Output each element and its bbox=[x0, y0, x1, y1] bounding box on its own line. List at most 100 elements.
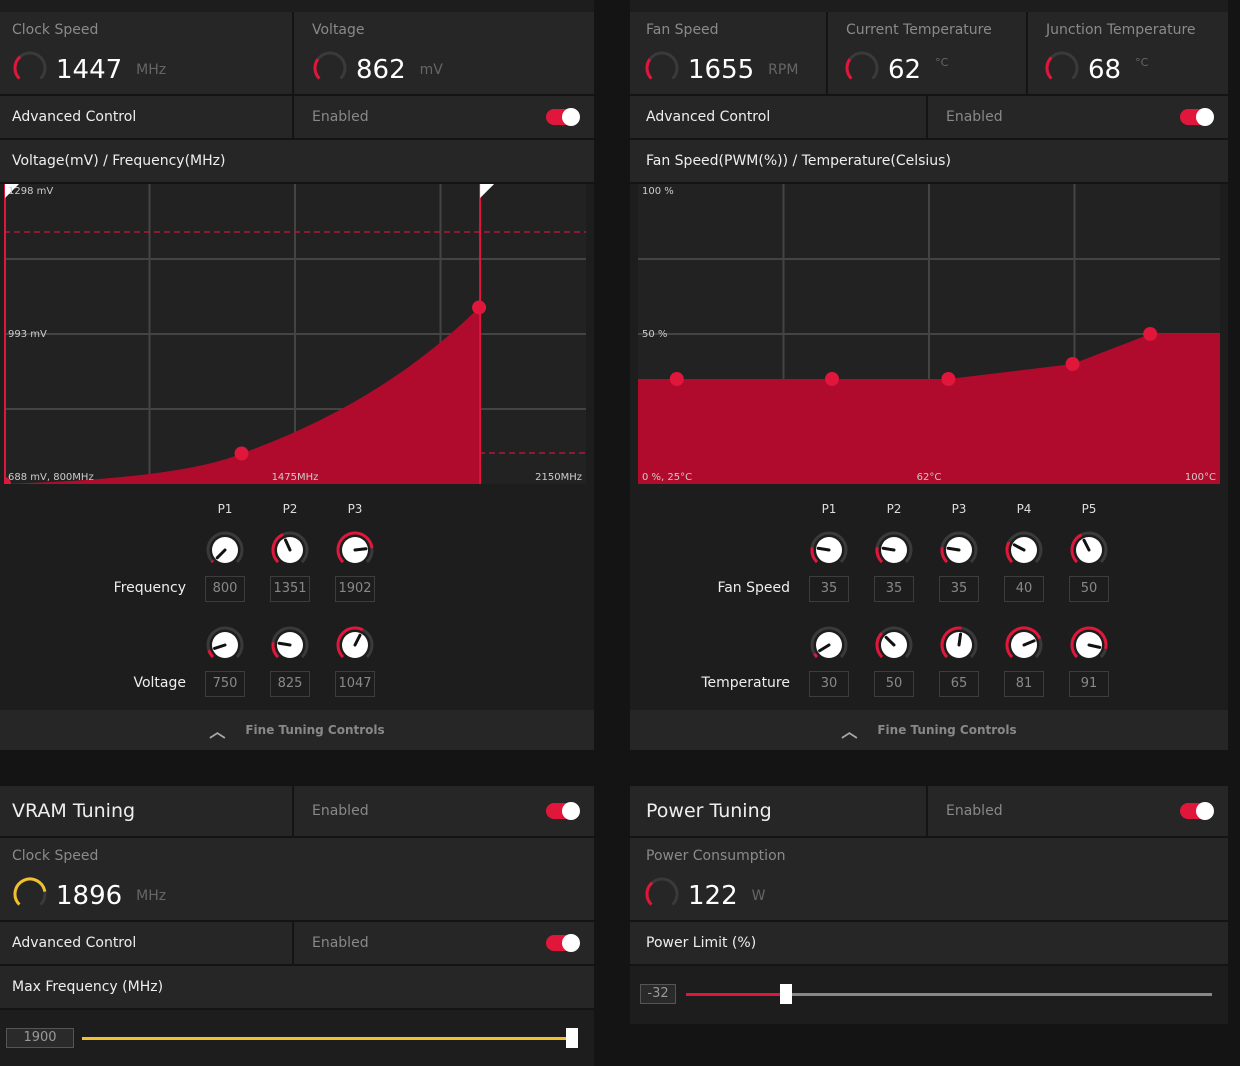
power-limit-slider[interactable] bbox=[686, 993, 1212, 996]
tick-label-y-top: 100 % bbox=[642, 186, 674, 197]
range-marker-handle[interactable] bbox=[480, 184, 495, 198]
temperature-knob[interactable] bbox=[874, 625, 914, 665]
junction-gauge-icon bbox=[1044, 50, 1080, 90]
power-limit-label: Power Limit (%) bbox=[646, 935, 757, 951]
fan-temperature-chart[interactable]: 100 % 50 % 0 %, 25°C 62°C 100°C bbox=[638, 184, 1220, 484]
frequency-knob[interactable] bbox=[205, 530, 245, 570]
frequency-value-input[interactable]: 1902 bbox=[335, 576, 375, 602]
temperature-knob[interactable] bbox=[1069, 625, 1109, 665]
fan-advanced-toggle[interactable] bbox=[1180, 108, 1214, 126]
vram-header-row: VRAM Tuning Enabled bbox=[0, 786, 594, 838]
vram-advanced-toggle[interactable] bbox=[546, 934, 580, 952]
current-temp-label: Current Temperature bbox=[846, 22, 992, 38]
fan-speed-metric: Fan Speed 1655 RPM bbox=[630, 12, 828, 94]
tick-label-x-max: 2150MHz bbox=[535, 472, 582, 483]
vram-clock-gauge-icon bbox=[12, 876, 48, 916]
frequency-knob[interactable] bbox=[335, 530, 375, 570]
fine-tuning-controls-toggle[interactable]: ︿ Fine Tuning Controls bbox=[0, 710, 594, 750]
fan-speed-value-input[interactable]: 35 bbox=[809, 576, 849, 602]
vram-toggle[interactable] bbox=[546, 802, 580, 820]
frequency-value-input[interactable]: 1351 bbox=[270, 576, 310, 602]
clock-speed-metric: Clock Speed 1447 MHz bbox=[0, 12, 294, 94]
fan-speed-knob[interactable] bbox=[809, 530, 849, 570]
curve-point[interactable] bbox=[669, 372, 684, 386]
temperature-value-input[interactable]: 50 bbox=[874, 671, 914, 697]
current-temp-value: 62 bbox=[888, 55, 922, 85]
temperature-knob[interactable] bbox=[1004, 625, 1044, 665]
fan-speed-unit: RPM bbox=[768, 62, 799, 78]
fan-speed-knob[interactable] bbox=[874, 530, 914, 570]
tick-label-y-mid: 50 % bbox=[642, 329, 667, 340]
power-unit: W bbox=[751, 888, 766, 904]
range-marker-handle[interactable] bbox=[5, 184, 19, 198]
power-toggle[interactable] bbox=[1180, 802, 1214, 820]
max-frequency-slider[interactable] bbox=[82, 1037, 576, 1040]
voltage-value-input[interactable]: 750 bbox=[205, 671, 245, 697]
curve-point[interactable] bbox=[234, 446, 249, 461]
power-enabled-label: Enabled bbox=[946, 803, 1003, 819]
column-label-p2: P2 bbox=[886, 502, 902, 516]
fan-advanced-cell: Advanced Control bbox=[630, 96, 928, 138]
column-label-p1: P1 bbox=[217, 502, 233, 516]
fan-speed-value-input[interactable]: 35 bbox=[874, 576, 914, 602]
tick-label-origin: 0 %, 25°C bbox=[642, 472, 692, 483]
temperature-knob[interactable] bbox=[939, 625, 979, 665]
frequency-value-input[interactable]: 800 bbox=[205, 576, 245, 602]
column-label-p4: P4 bbox=[1016, 502, 1032, 516]
fan-speed-knob[interactable] bbox=[939, 530, 979, 570]
voltage-value: 862 bbox=[356, 55, 406, 85]
junction-temp-label: Junction Temperature bbox=[1046, 22, 1196, 38]
curve-point[interactable] bbox=[825, 372, 839, 386]
voltage-knob[interactable] bbox=[335, 625, 375, 665]
max-frequency-input[interactable]: 1900 bbox=[6, 1028, 74, 1048]
fan-fine-tuning-controls-toggle[interactable]: ︿ Fine Tuning Controls bbox=[630, 710, 1228, 750]
vf-chart-header: Voltage(mV) / Frequency(MHz) bbox=[0, 140, 594, 184]
curve-point[interactable] bbox=[941, 372, 956, 386]
curve-point[interactable] bbox=[4, 477, 11, 484]
voltage-knob[interactable] bbox=[205, 625, 245, 665]
temperature-value-input[interactable]: 30 bbox=[809, 671, 849, 697]
power-tuning-panel: Power Tuning Enabled Power Consumption 1… bbox=[630, 786, 1228, 1024]
fan-speed-value-input[interactable]: 50 bbox=[1069, 576, 1109, 602]
vram-advanced-cell: Advanced Control bbox=[0, 922, 294, 964]
temperature-value-input[interactable]: 65 bbox=[939, 671, 979, 697]
gpu-advanced-toggle[interactable] bbox=[546, 108, 580, 126]
current-temp-metric: Current Temperature 62 °C bbox=[830, 12, 1028, 94]
frequency-knob[interactable] bbox=[270, 530, 310, 570]
clock-unit: MHz bbox=[136, 62, 167, 78]
curve-point[interactable] bbox=[1065, 357, 1080, 371]
fan-speed-knob[interactable] bbox=[1004, 530, 1044, 570]
voltage-value-input[interactable]: 825 bbox=[270, 671, 310, 697]
fan-speed-row-label: Fan Speed bbox=[717, 580, 790, 596]
fan-advanced-control-row: Advanced Control Enabled bbox=[630, 96, 1228, 140]
fan-fine-tuning-knobs: P1 P2 P3 P4 P5 Fan Speed 35 35 35 40 50 Temperature… bbox=[630, 500, 1228, 700]
junction-unit: °C bbox=[1135, 56, 1149, 69]
voltage-value-input[interactable]: 1047 bbox=[335, 671, 375, 697]
clock-speed-label: Clock Speed bbox=[12, 22, 99, 38]
temperature-value-input[interactable]: 91 bbox=[1069, 671, 1109, 697]
voltage-metric: Voltage 862 mV bbox=[296, 12, 594, 94]
fan-enabled-label: Enabled bbox=[946, 109, 1003, 125]
fan-metrics-row: Fan Speed 1655 RPM Current Temperature 62… bbox=[630, 12, 1228, 96]
temperature-knob[interactable] bbox=[809, 625, 849, 665]
tick-label-x-mid: 1475MHz bbox=[272, 472, 319, 483]
column-label-p3: P3 bbox=[951, 502, 967, 516]
power-limit-row: Power Limit (%) bbox=[630, 922, 1228, 966]
fan-speed-knob[interactable] bbox=[1069, 530, 1109, 570]
gpu-tuning-panel: Clock Speed 1447 MHz Voltage 862 mV Advanc… bbox=[0, 0, 594, 750]
chevron-up-icon: ︿ bbox=[841, 722, 858, 741]
curve-point[interactable] bbox=[1143, 327, 1158, 341]
column-label-p1: P1 bbox=[821, 502, 837, 516]
curve-point[interactable] bbox=[472, 300, 487, 315]
power-title: Power Tuning bbox=[646, 800, 772, 822]
voltage-knob[interactable] bbox=[270, 625, 310, 665]
fan-advanced-label: Advanced Control bbox=[646, 109, 771, 125]
max-frequency-slider-handle[interactable] bbox=[566, 1028, 578, 1048]
fan-speed-value-input[interactable]: 40 bbox=[1004, 576, 1044, 602]
fan-speed-value-input[interactable]: 35 bbox=[939, 576, 979, 602]
temperature-value-input[interactable]: 81 bbox=[1004, 671, 1044, 697]
vram-advanced-enabled-label: Enabled bbox=[312, 935, 369, 951]
power-limit-input[interactable]: -32 bbox=[640, 984, 676, 1004]
voltage-frequency-chart[interactable]: 1298 mV 993 mV 688 mV, 800MHz 1475MHz 2150MH… bbox=[4, 184, 586, 484]
power-limit-slider-handle[interactable] bbox=[779, 984, 792, 1004]
